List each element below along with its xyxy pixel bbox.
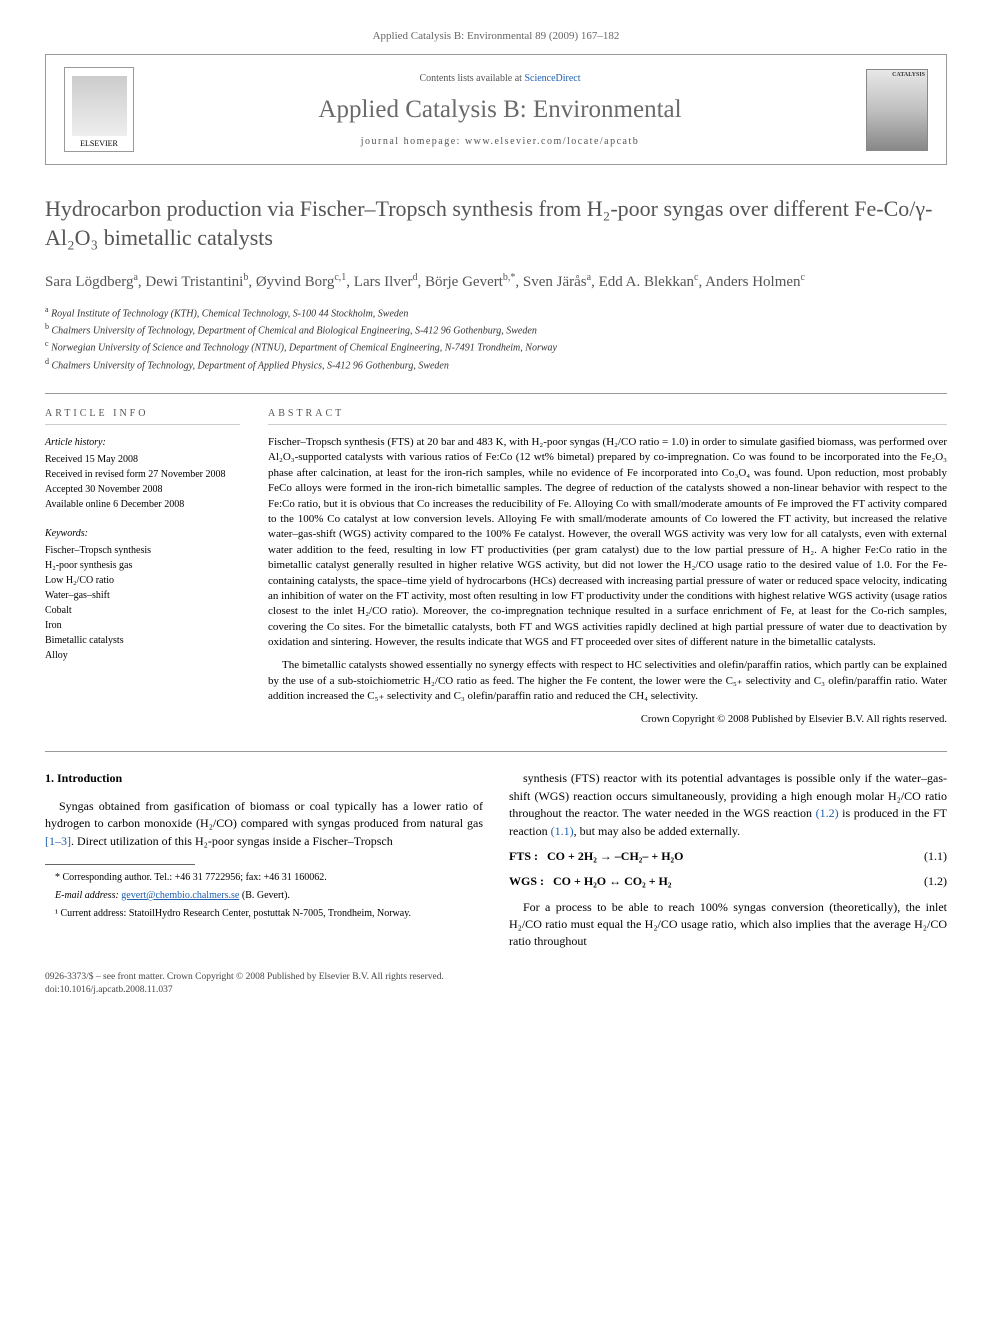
- journal-title: Applied Catalysis B: Environmental: [152, 96, 848, 124]
- keyword: Bimetallic catalysts: [45, 633, 240, 648]
- keyword: Iron: [45, 618, 240, 633]
- affiliation-line: c Norwegian University of Science and Te…: [45, 338, 947, 355]
- abstract-heading: ABSTRACT: [268, 408, 947, 425]
- article-info-heading: ARTICLE INFO: [45, 408, 240, 425]
- history-line: Accepted 30 November 2008: [45, 482, 240, 497]
- keyword: Low H₂/CO ratio: [45, 573, 240, 588]
- section-1-heading: 1. Introduction: [45, 770, 483, 787]
- current-address-note: ¹ Current address: StatoilHydro Research…: [45, 907, 483, 921]
- affiliation-line: b Chalmers University of Technology, Dep…: [45, 321, 947, 338]
- abstract-paragraph-2: The bimetallic catalysts showed essentia…: [268, 658, 947, 704]
- elsevier-logo: ELSEVIER: [64, 67, 134, 152]
- keyword: Fischer–Tropsch synthesis: [45, 543, 240, 558]
- keyword: Water–gas–shift: [45, 588, 240, 603]
- intro-paragraph-1: Syngas obtained from gasification of bio…: [45, 798, 483, 850]
- doi: doi:10.1016/j.apcatb.2008.11.037: [45, 984, 947, 997]
- elsevier-tree-icon: [72, 76, 127, 136]
- history-line: Available online 6 December 2008: [45, 497, 240, 512]
- article-title: Hydrocarbon production via Fischer–Trops…: [45, 195, 947, 252]
- ref-link[interactable]: [1–3]: [45, 834, 71, 848]
- journal-header-box: ELSEVIER Contents lists available at Sci…: [45, 54, 947, 165]
- corresponding-author-note: * Corresponding author. Tel.: +46 31 772…: [45, 871, 483, 885]
- keyword: Alloy: [45, 648, 240, 663]
- journal-center: Contents lists available at ScienceDirec…: [152, 73, 848, 147]
- intro-paragraph-3: For a process to be able to reach 100% s…: [509, 899, 947, 951]
- history-heading: Article history:: [45, 435, 240, 450]
- eq-ref[interactable]: (1.1): [551, 824, 574, 838]
- footnotes: * Corresponding author. Tel.: +46 31 772…: [45, 871, 483, 921]
- main-body: 1. Introduction Syngas obtained from gas…: [45, 751, 947, 951]
- affiliations-list: a Royal Institute of Technology (KTH), C…: [45, 304, 947, 373]
- keyword: Cobalt: [45, 603, 240, 618]
- footnote-separator: [45, 864, 195, 865]
- article-info-sidebar: ARTICLE INFO Article history: Received 1…: [45, 408, 240, 727]
- history-line: Received 15 May 2008: [45, 452, 240, 467]
- equation-fts: FTS : CO + 2H₂ → –CH₂– + H₂O (1.1): [509, 848, 947, 865]
- authors-list: Sara Lögdberga, Dewi Tristantinib, Øyvin…: [45, 270, 947, 294]
- keyword: H₂-poor synthesis gas: [45, 558, 240, 573]
- history-line: Received in revised form 27 November 200…: [45, 467, 240, 482]
- journal-cover-thumbnail: CATALYSIS: [866, 69, 928, 151]
- abstract-paragraph-1: Fischer–Tropsch synthesis (FTS) at 20 ba…: [268, 435, 947, 650]
- contents-available: Contents lists available at ScienceDirec…: [152, 73, 848, 84]
- intro-paragraph-2: synthesis (FTS) reactor with its potenti…: [509, 770, 947, 840]
- issn-copyright: 0926-3373/$ – see front matter. Crown Co…: [45, 971, 947, 984]
- sciencedirect-link[interactable]: ScienceDirect: [524, 73, 580, 84]
- eq-ref[interactable]: (1.2): [816, 806, 839, 820]
- abstract-copyright: Crown Copyright © 2008 Published by Else…: [268, 713, 947, 728]
- abstract-section: ABSTRACT Fischer–Tropsch synthesis (FTS)…: [268, 408, 947, 727]
- journal-homepage: journal homepage: www.elsevier.com/locat…: [152, 136, 848, 147]
- affiliation-line: d Chalmers University of Technology, Dep…: [45, 356, 947, 373]
- running-header: Applied Catalysis B: Environmental 89 (2…: [45, 30, 947, 42]
- equation-wgs: WGS : CO + H₂O ↔ CO₂ + H₂ (1.2): [509, 873, 947, 890]
- elsevier-label: ELSEVIER: [80, 139, 118, 148]
- affiliation-line: a Royal Institute of Technology (KTH), C…: [45, 304, 947, 321]
- email-link[interactable]: gevert@chembio.chalmers.se: [121, 890, 239, 901]
- email-note: E-mail address: gevert@chembio.chalmers.…: [45, 889, 483, 903]
- page-footer: 0926-3373/$ – see front matter. Crown Co…: [45, 971, 947, 998]
- keywords-heading: Keywords:: [45, 526, 240, 541]
